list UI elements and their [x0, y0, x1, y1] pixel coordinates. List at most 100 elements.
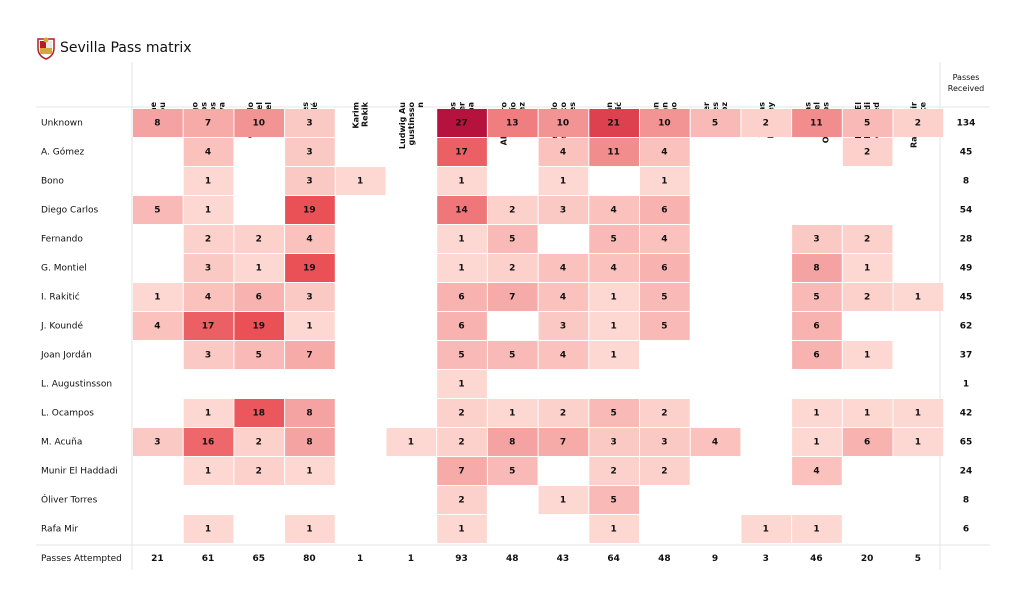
cell-value: 1	[763, 525, 769, 535]
column-label: Ludwig Augustinsson	[398, 102, 425, 150]
cell-value: 7	[560, 438, 566, 448]
cell-value: 4	[560, 293, 566, 303]
cell-value: 3	[661, 438, 667, 448]
matrix-cell	[538, 486, 589, 514]
matrix-cell	[487, 225, 538, 253]
cell-value: 1	[458, 264, 464, 274]
matrix-cell	[285, 428, 335, 456]
row-label: Rafa Mir	[41, 525, 78, 535]
passes-received-value: 42	[960, 409, 973, 419]
matrix-cell	[487, 254, 538, 282]
cell-value: 1	[357, 177, 363, 187]
cell-value: 2	[509, 206, 515, 216]
cell-value: 2	[864, 148, 870, 158]
cell-value: 4	[813, 467, 819, 477]
cell-value: 4	[661, 148, 667, 158]
matrix-cell	[842, 138, 893, 166]
matrix-cell	[437, 486, 487, 514]
cell-value: 3	[154, 438, 160, 448]
matrix-cell	[285, 283, 335, 311]
matrix-cell	[589, 515, 639, 543]
matrix-cell	[842, 428, 893, 456]
row-label: M. Acuña	[41, 438, 82, 448]
matrix-cell	[538, 254, 589, 282]
cell-value: 6	[813, 351, 819, 361]
cell-value: 5	[864, 119, 870, 129]
cell-value: 8	[813, 264, 819, 274]
matrix-cell	[487, 341, 538, 369]
cell-value: 6	[256, 293, 262, 303]
cell-value: 1	[611, 525, 617, 535]
cell-value: 1	[205, 467, 211, 477]
matrix-cell	[285, 515, 335, 543]
passes-received-value: 62	[960, 322, 973, 332]
matrix-cell	[487, 399, 538, 427]
cell-value: 1	[864, 409, 870, 419]
cell-value: 18	[252, 409, 265, 419]
matrix-cell	[792, 515, 842, 543]
cell-value: 19	[252, 322, 265, 332]
matrix-cell	[234, 399, 285, 427]
cell-value: 1	[864, 264, 870, 274]
cell-value: 3	[205, 264, 211, 274]
matrix-cell	[842, 283, 893, 311]
row-label: Unknown	[41, 119, 83, 129]
cell-value: 1	[306, 525, 312, 535]
row-label: Munir El Haddadi	[41, 467, 118, 477]
row-label: Joan Jordán	[40, 351, 92, 361]
passes-received-value: 1	[963, 380, 969, 390]
passes-received-header: Passes Received	[948, 73, 984, 93]
matrix-cell	[538, 196, 589, 224]
passes-attempted-value: 80	[303, 554, 316, 564]
matrix-cell	[437, 428, 487, 456]
cell-value: 2	[458, 438, 464, 448]
matrix-cell	[183, 515, 234, 543]
cell-value: 4	[306, 235, 312, 245]
matrix-cell	[640, 138, 690, 166]
cell-value: 1	[458, 235, 464, 245]
cell-value: 2	[611, 467, 617, 477]
cell-value: 5	[611, 235, 617, 245]
matrix-cell	[183, 167, 234, 195]
row-label: Bono	[41, 177, 64, 187]
matrix-cell	[640, 225, 690, 253]
matrix-cell	[285, 457, 335, 485]
row-label: Diego Carlos	[41, 206, 99, 216]
cell-value: 10	[658, 119, 671, 129]
cell-value: 3	[611, 438, 617, 448]
passes-attempted-value: 1	[357, 554, 363, 564]
matrix-cell	[183, 109, 234, 137]
passes-attempted-value: 48	[506, 554, 519, 564]
matrix-cell	[538, 312, 589, 340]
matrix-cell	[437, 109, 487, 137]
cell-value: 5	[661, 293, 667, 303]
matrix-cell	[589, 109, 639, 137]
cell-value: 1	[915, 293, 921, 303]
cell-value: 4	[560, 264, 566, 274]
matrix-cell	[437, 370, 487, 398]
matrix-cell	[285, 167, 335, 195]
matrix-cell	[842, 399, 893, 427]
matrix-cell	[589, 225, 639, 253]
cell-value: 1	[205, 525, 211, 535]
cell-value: 2	[458, 409, 464, 419]
cell-value: 16	[202, 438, 215, 448]
matrix-cell	[285, 196, 335, 224]
cell-value: 8	[306, 438, 312, 448]
matrix-cell	[538, 283, 589, 311]
matrix-cell	[589, 138, 639, 166]
matrix-cell	[640, 283, 690, 311]
cell-value: 2	[205, 235, 211, 245]
cell-value: 2	[763, 119, 769, 129]
cell-value: 5	[256, 351, 262, 361]
passes-received-value: 37	[960, 351, 973, 361]
matrix-cell	[487, 109, 538, 137]
cell-value: 4	[560, 351, 566, 361]
matrix-cell	[589, 457, 639, 485]
matrix-cell	[183, 254, 234, 282]
matrix-cell	[183, 341, 234, 369]
cell-value: 5	[458, 351, 464, 361]
matrix-cell	[640, 399, 690, 427]
passes-received-value: 134	[957, 119, 976, 129]
cell-value: 1	[560, 177, 566, 187]
